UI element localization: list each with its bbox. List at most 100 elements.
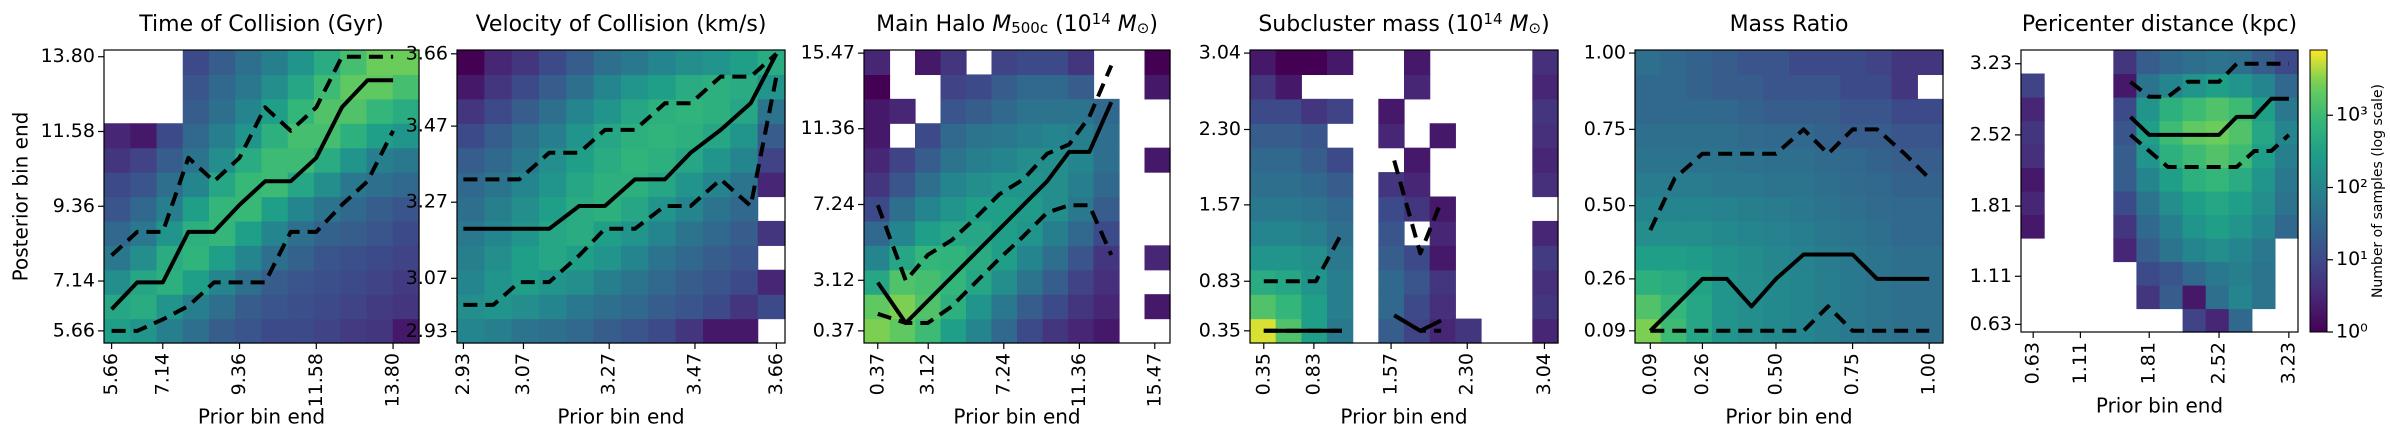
heatmap-cell bbox=[675, 318, 704, 344]
heatmap-cell bbox=[1763, 98, 1790, 124]
y-tick-label: 5.66 bbox=[53, 319, 95, 341]
heatmap-cell bbox=[2228, 191, 2253, 216]
heatmap-cell bbox=[730, 318, 759, 344]
heatmap-cell bbox=[1429, 269, 1456, 295]
heatmap-cell bbox=[457, 196, 485, 222]
heatmap-cell bbox=[392, 50, 420, 76]
heatmap-cell bbox=[209, 74, 236, 100]
heatmap-cell bbox=[966, 269, 993, 295]
line-dashed bbox=[463, 76, 779, 307]
line-solid bbox=[2129, 96, 2289, 137]
title-part: Subcluster mass (10 bbox=[1258, 12, 1483, 37]
heatmap-cell bbox=[1660, 74, 1687, 100]
heatmap-cell bbox=[621, 245, 649, 271]
heatmap-cell bbox=[1763, 172, 1790, 198]
heatmap-cell bbox=[366, 269, 394, 295]
heatmap-cell bbox=[366, 196, 394, 222]
heatmap-cell bbox=[366, 50, 394, 76]
heatmap-cell bbox=[730, 294, 759, 320]
heatmap-cell bbox=[864, 318, 891, 344]
heatmap-cell bbox=[566, 172, 595, 198]
heatmap-cell bbox=[1042, 98, 1069, 124]
heatmap-cell bbox=[1763, 245, 1790, 271]
heatmap-cell bbox=[675, 245, 704, 271]
heatmap-cell bbox=[593, 294, 622, 320]
heatmap-cell bbox=[1068, 318, 1095, 344]
heatmap-cell bbox=[1789, 172, 1816, 198]
heatmap-cell bbox=[1378, 123, 1405, 149]
heatmap-cell bbox=[314, 172, 341, 198]
heatmap-cell bbox=[1327, 220, 1354, 246]
heatmap-cell bbox=[1455, 318, 1482, 344]
heatmap-cell bbox=[757, 294, 786, 320]
heatmap-cell bbox=[621, 269, 649, 295]
heatmap-cell bbox=[366, 98, 394, 124]
heatmap-cell bbox=[1093, 172, 1120, 198]
heatmap-cell bbox=[2159, 238, 2184, 263]
heatmap-cell bbox=[366, 245, 394, 271]
heatmap-cell bbox=[2113, 50, 2138, 75]
heatmap-cell bbox=[340, 269, 368, 295]
line-dashed bbox=[1263, 159, 1443, 284]
heatmap-cell bbox=[593, 318, 622, 344]
heatmap-cell bbox=[1068, 50, 1095, 76]
heatmap-cell bbox=[1017, 50, 1044, 76]
colorbar-tick-label: 10⁰ bbox=[2336, 321, 2368, 343]
heatmap-cell bbox=[2136, 285, 2161, 310]
heatmap-cell bbox=[648, 245, 677, 271]
heatmap-cell bbox=[621, 294, 649, 320]
heatmap-cell bbox=[130, 245, 158, 271]
heatmap-cell bbox=[457, 147, 485, 173]
heatmap-cell bbox=[287, 50, 315, 76]
heatmap-cell bbox=[484, 147, 513, 173]
heatmap-cell bbox=[2182, 191, 2207, 216]
heatmap-cell bbox=[457, 98, 485, 124]
heatmap-cell bbox=[457, 220, 485, 246]
heatmap-cell bbox=[1635, 50, 1662, 76]
heatmap-cell bbox=[2159, 191, 2184, 216]
y-tick-label: 9.36 bbox=[53, 195, 95, 217]
heatmap-cell bbox=[484, 172, 513, 198]
heatmap-cell bbox=[675, 172, 704, 198]
heatmap-cell bbox=[2251, 285, 2276, 310]
heatmap-cell bbox=[1840, 172, 1867, 198]
heatmap-cell bbox=[1866, 50, 1893, 76]
heatmap-cell bbox=[757, 220, 786, 246]
heatmap-cell bbox=[889, 98, 916, 124]
heatmap-cell bbox=[1866, 245, 1893, 271]
heatmap-cell bbox=[457, 172, 485, 198]
heatmap-cell bbox=[2113, 214, 2138, 239]
colorbar bbox=[2309, 49, 2328, 333]
x-tick-label: 3.04 bbox=[1533, 353, 1555, 395]
heatmap-cell bbox=[1250, 74, 1277, 100]
heatmap-cell bbox=[703, 220, 731, 246]
heatmap-cell bbox=[366, 172, 394, 198]
heatmap-cell bbox=[730, 269, 759, 295]
heatmap-cell bbox=[703, 50, 731, 76]
heatmap-cell bbox=[156, 318, 184, 344]
x-tick-label: 0.50 bbox=[1764, 353, 1786, 395]
heatmap-cell bbox=[104, 172, 131, 198]
x-tick-label: 0.63 bbox=[2022, 342, 2044, 384]
heatmap-cell bbox=[621, 318, 649, 344]
heatmap-cell bbox=[940, 220, 967, 246]
y-tick-label: 3.27 bbox=[406, 191, 448, 213]
heatmap-cell bbox=[2182, 238, 2207, 263]
heatmap-cell bbox=[566, 269, 595, 295]
heatmap-cell bbox=[366, 123, 394, 149]
heatmap-cell bbox=[648, 294, 677, 320]
heatmap-cell bbox=[1917, 294, 1944, 320]
plot-frame bbox=[863, 49, 1171, 344]
heatmap-cell bbox=[314, 220, 341, 246]
heatmap-cell bbox=[1042, 294, 1069, 320]
heatmap-cell bbox=[1660, 50, 1687, 76]
heatmap-cell bbox=[457, 123, 485, 149]
heatmap-cell bbox=[593, 74, 622, 100]
heatmap-cell bbox=[1635, 196, 1662, 222]
heatmap-cell bbox=[1301, 220, 1328, 246]
heatmap-cell bbox=[1866, 74, 1893, 100]
heatmap-cell bbox=[1737, 123, 1764, 149]
heatmap-cell bbox=[392, 318, 420, 344]
heatmap-cell bbox=[1404, 269, 1431, 295]
heatmap-cell bbox=[511, 123, 540, 149]
